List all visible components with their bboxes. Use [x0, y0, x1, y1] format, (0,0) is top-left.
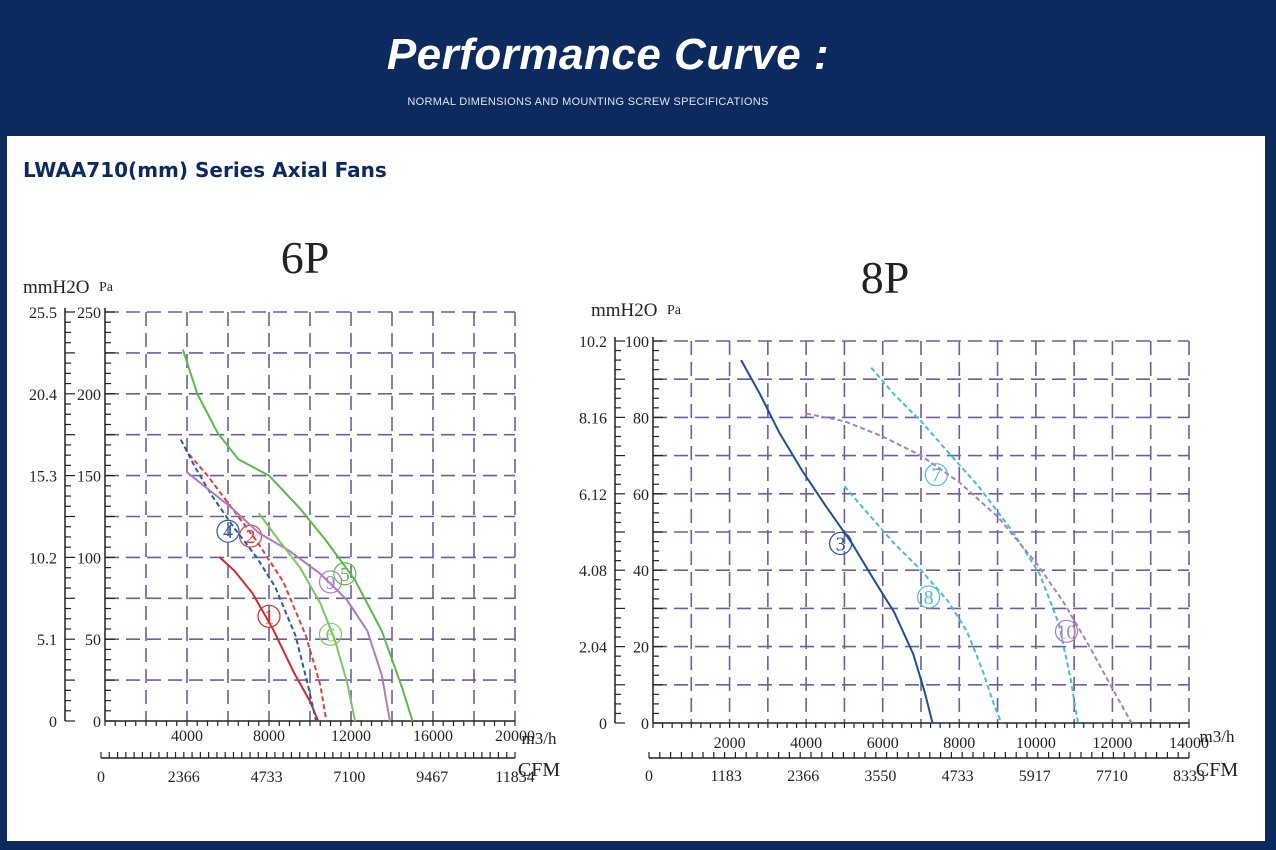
page-title: Performance Curve :: [386, 30, 830, 79]
curve-label-10: 10: [1056, 621, 1076, 643]
page-subtitle: NORMAL DIMENSIONS AND MOUNTING SCREW SPE…: [407, 96, 769, 108]
curve-label-circle-5: [333, 562, 357, 586]
mmh2o-tick-label: 2.04: [579, 640, 607, 657]
chart-title: 6P: [281, 232, 330, 283]
mmh2o-tick-label: 15.3: [29, 469, 57, 486]
mmh2o-tick-label: 5.1: [37, 632, 57, 649]
x-tick-label: 20000: [495, 728, 535, 745]
curve-6: [257, 512, 357, 722]
x-axis-unit-cfm: CFM: [1196, 759, 1238, 781]
curve-label-8: 8: [924, 587, 934, 609]
mmh2o-tick-label: 10.2: [29, 550, 57, 567]
pa-tick-label: 150: [77, 469, 101, 486]
x-axis-unit-cfm: CFM: [518, 759, 560, 781]
curve-label-circle-10: [1054, 619, 1079, 643]
x-tick-label: 8000: [943, 735, 975, 752]
mmh2o-tick-label: 10.2: [579, 334, 607, 351]
cfm-tick-label: 4733: [942, 768, 974, 785]
x-tick-label: 16000: [413, 728, 453, 745]
curve-label-circle-4: [216, 519, 240, 543]
cfm-tick-label: 2366: [787, 768, 819, 785]
pa-tick-label: 200: [77, 387, 101, 404]
page-header: Performance Curve : NORMAL DIMENSIONS AN…: [0, 0, 1276, 136]
pa-tick-label: 100: [77, 550, 101, 567]
cfm-tick-label: 4733: [251, 769, 283, 786]
curve-label-circle-1: [257, 604, 281, 628]
cfm-tick-label: 7100: [333, 769, 365, 786]
curve-8: [843, 485, 1003, 724]
curve-label-circle-9: [318, 570, 343, 594]
curve-label-7: 7: [931, 465, 941, 487]
x-tick-label: 8000: [253, 728, 285, 745]
pa-tick-label: 250: [77, 305, 101, 322]
series-title: LWAA710(mm) Series Axial Fans: [23, 158, 387, 182]
x-tick-label: 4000: [790, 735, 822, 752]
curve-label-circle-6: [318, 622, 343, 646]
curve-label-circle-8: [917, 585, 941, 609]
cfm-tick-label: 3550: [864, 768, 896, 785]
x-tick-label: 6000: [867, 735, 899, 752]
curve-9: [186, 471, 391, 722]
pa-tick-label: 100: [625, 334, 649, 351]
x-tick-label: 2000: [714, 735, 746, 752]
chart-title: 8P: [861, 252, 910, 303]
pa-tick-label: 20: [633, 640, 649, 657]
mmh2o-tick-label: 0: [49, 714, 57, 731]
cfm-tick-label: 7710: [1096, 768, 1128, 785]
curve-label-2: 2: [246, 526, 256, 548]
curve-label-1: 1: [264, 606, 274, 628]
mmh2o-tick-label: 0: [599, 716, 607, 733]
pa-tick-label: 40: [633, 563, 649, 580]
curve-label-circle-3: [828, 531, 853, 556]
cfm-tick-label: 9467: [416, 769, 448, 786]
curve-7: [870, 367, 1079, 724]
mmh2o-tick-label: 25.5: [29, 305, 57, 322]
cfm-tick-label: 5917: [1019, 768, 1051, 785]
curve-label-3: 3: [836, 533, 846, 555]
mmh2o-tick-label: 4.08: [579, 563, 607, 580]
x-axis-unit-m3h: m3/h: [1200, 727, 1235, 746]
curve-label-9: 9: [326, 572, 336, 594]
pa-tick-label: 0: [641, 716, 649, 733]
mmh2o-tick-label: 8.16: [579, 410, 607, 427]
pa-tick-label: 80: [633, 410, 649, 427]
pa-tick-label: 0: [93, 714, 101, 731]
y-axis-label-mmh2o: mmH2O: [23, 277, 90, 298]
y-axis-label-pa: Pa: [99, 280, 114, 295]
cfm-tick-label: 1183: [710, 768, 741, 785]
x-tick-label: 10000: [1016, 735, 1056, 752]
x-tick-label: 14000: [1169, 735, 1209, 752]
pa-tick-label: 50: [85, 632, 101, 649]
mmh2o-tick-label: 6.12: [579, 487, 607, 504]
curve-1: [219, 556, 320, 722]
x-tick-label: 12000: [331, 728, 371, 745]
cfm-tick-label: 0: [97, 769, 105, 786]
curve-10: [805, 412, 1133, 724]
curve-2: [188, 453, 328, 722]
y-axis-label-mmh2o: mmH2O: [591, 300, 658, 321]
x-tick-label: 4000: [171, 728, 203, 745]
mmh2o-tick-label: 20.4: [29, 387, 57, 404]
cfm-tick-label: 8333: [1173, 768, 1205, 785]
curve-label-4: 4: [223, 521, 233, 543]
cfm-tick-label: 2366: [168, 769, 200, 786]
cfm-tick-label: 11834: [495, 769, 534, 786]
curve-4: [179, 439, 318, 722]
pa-tick-label: 60: [633, 487, 649, 504]
x-tick-label: 12000: [1092, 735, 1132, 752]
curve-5: [181, 349, 414, 722]
content-panel: LWAA710(mm) Series Axial Fans 6P mmH2O Pa 0…: [7, 136, 1265, 841]
curve-label-6: 6: [326, 624, 336, 646]
x-axis-unit-m3h: m3/h: [522, 729, 557, 748]
curve-label-5: 5: [340, 564, 350, 586]
y-axis-label-pa: Pa: [667, 303, 682, 318]
cfm-tick-label: 0: [645, 768, 653, 785]
